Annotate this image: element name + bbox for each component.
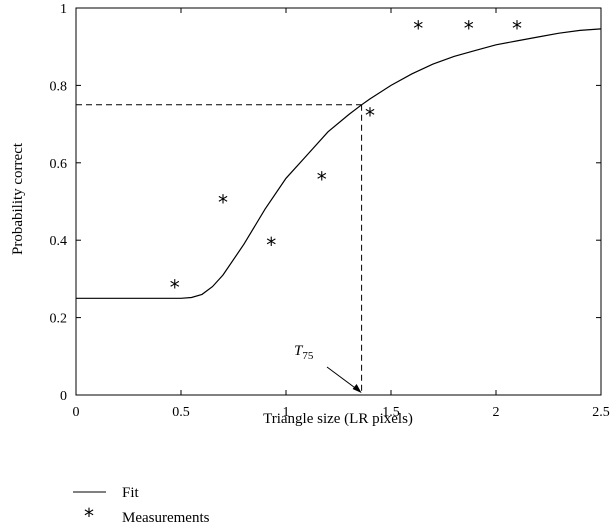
x-tick-label: 1 [283, 405, 290, 420]
measurement-point: * [464, 16, 474, 40]
threshold-subscript: 75 [302, 350, 314, 362]
x-tick-label: 2.5 [592, 405, 610, 420]
measurement-point: * [413, 16, 423, 40]
x-tick-label: 2 [493, 405, 500, 420]
plot-frame [75, 7, 602, 396]
measurement-point: * [266, 233, 276, 257]
x-axis-label: Triangle size (LR pixels) [263, 411, 413, 427]
y-tick-label: 0.2 [50, 312, 68, 327]
fit-curve [76, 28, 602, 299]
measurement-point: * [218, 191, 228, 215]
x-tick-label: 0 [73, 405, 80, 420]
y-tick-label: 0.6 [50, 157, 68, 172]
measurement-point: * [317, 167, 327, 191]
x-tick-label: 0.5 [172, 405, 190, 420]
y-tick-label: 0.4 [50, 234, 68, 249]
y-tick-label: 0 [60, 389, 67, 404]
measurement-point: * [512, 16, 522, 40]
legend-measurement-marker: * [84, 504, 94, 528]
measurement-point: * [170, 276, 180, 300]
measurement-point: * [365, 103, 375, 127]
legend: Fit * Measurements [73, 485, 210, 528]
y-tick-label: 0.8 [50, 79, 68, 94]
legend-fit-label: Fit [122, 485, 140, 501]
x-tick-label: 1.5 [382, 405, 400, 420]
legend-measurements-label: Measurements [122, 510, 210, 526]
threshold-arrow-head [352, 384, 362, 393]
y-tick-label: 1 [60, 2, 67, 17]
threshold-label: T [294, 343, 304, 359]
threshold-annotation: T75 [294, 343, 314, 362]
y-axis-label: Probability correct [10, 142, 26, 255]
